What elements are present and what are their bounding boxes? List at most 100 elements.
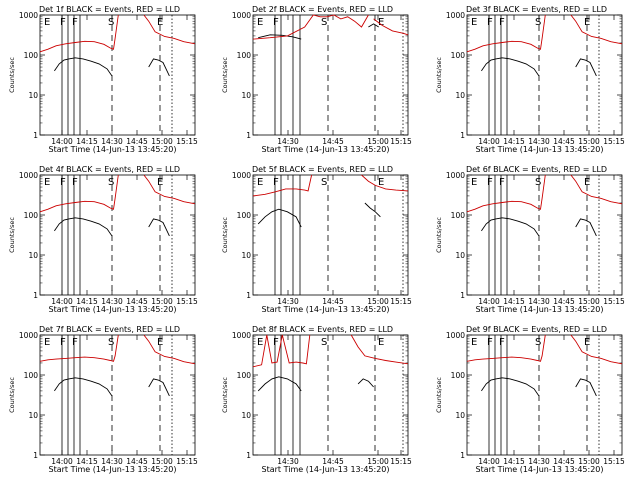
y-axis-label: Counts/sec bbox=[8, 57, 16, 93]
series-lld-line bbox=[39, 14, 119, 53]
interval-marker-s: S bbox=[321, 337, 327, 348]
series-lld-line bbox=[350, 334, 409, 365]
interval-marker-e: E bbox=[44, 337, 50, 348]
series-lld-line bbox=[252, 14, 369, 40]
series-events-line bbox=[148, 218, 170, 237]
panel-title: Det 1f BLACK = Events, RED = LLD bbox=[39, 5, 180, 14]
interval-marker-e: E bbox=[471, 337, 477, 348]
x-tick-label: 15:00 bbox=[367, 297, 389, 306]
panel-det-8: Det 8f BLACK = Events, RED = LLD 1 10 100 10… bbox=[221, 325, 412, 474]
series-lld-line bbox=[143, 14, 196, 45]
y-tick-label: 1 bbox=[33, 451, 38, 460]
interval-marker-s: S bbox=[535, 17, 541, 28]
panel-title: Det 4f BLACK = Events, RED = LLD bbox=[39, 165, 180, 174]
interval-marker-f: F bbox=[273, 177, 279, 188]
x-tick-label: 15:15 bbox=[390, 137, 412, 146]
y-axis-label: Counts/sec bbox=[435, 377, 443, 413]
plot-frame bbox=[39, 334, 196, 456]
plot-frame bbox=[39, 174, 196, 296]
interval-marker-f: F bbox=[499, 17, 505, 28]
panel-title: Det 8f BLACK = Events, RED = LLD bbox=[252, 325, 393, 334]
x-tick-label: 15:15 bbox=[603, 137, 625, 146]
x-tick-label: 14:30 bbox=[101, 137, 123, 146]
series-events-line bbox=[258, 34, 302, 40]
y-axis-label: Counts/sec bbox=[221, 217, 229, 253]
series-lld-line bbox=[252, 334, 311, 368]
series-lld-line bbox=[466, 174, 546, 213]
interval-marker-e: E bbox=[471, 17, 477, 28]
interval-marker-f: F bbox=[499, 337, 505, 348]
y-tick-label: 100 bbox=[237, 211, 252, 220]
y-tick-label: 1000 bbox=[446, 11, 465, 20]
series-lld-line bbox=[570, 334, 623, 365]
y-tick-label: 100 bbox=[237, 51, 252, 60]
x-tick-label: 14:30 bbox=[101, 457, 123, 466]
interval-marker-s: S bbox=[321, 17, 327, 28]
y-tick-label: 1000 bbox=[446, 171, 465, 180]
series-lld-line bbox=[143, 174, 196, 205]
series-events-line bbox=[357, 378, 374, 388]
y-tick-label: 1000 bbox=[446, 331, 465, 340]
y-tick-label: 10 bbox=[455, 251, 465, 260]
interval-marker-f: F bbox=[487, 17, 493, 28]
x-axis-label: Start Time (14-Jun-13 13:45:20) bbox=[262, 305, 390, 314]
y-tick-label: 1 bbox=[460, 291, 465, 300]
plot-frame bbox=[466, 14, 623, 136]
x-tick-label: 14:15 bbox=[76, 457, 98, 466]
y-tick-label: 100 bbox=[24, 371, 39, 380]
x-tick-label: 15:00 bbox=[367, 457, 389, 466]
interval-marker-f: F bbox=[487, 337, 493, 348]
series-lld-line bbox=[570, 14, 623, 45]
panel-title: Det 2f BLACK = Events, RED = LLD bbox=[252, 5, 393, 14]
panel-det-7: Det 7f BLACK = Events, RED = LLD 1 10 100 10… bbox=[8, 325, 198, 474]
interval-marker-e: E bbox=[257, 177, 263, 188]
x-tick-label: 14:45 bbox=[553, 137, 575, 146]
x-tick-label: 15:15 bbox=[390, 457, 412, 466]
panel-det-3: Det 3f BLACK = Events, RED = LLD 1 10 100 10… bbox=[435, 5, 625, 154]
panel-det-4: Det 4f BLACK = Events, RED = LLD 1 10 100 10… bbox=[8, 165, 198, 314]
y-tick-label: 10 bbox=[28, 411, 38, 420]
y-tick-label: 1 bbox=[246, 131, 251, 140]
x-tick-label: 14:15 bbox=[76, 297, 98, 306]
plot-frame bbox=[39, 14, 196, 136]
y-tick-label: 1000 bbox=[232, 331, 251, 340]
interval-marker-f: F bbox=[72, 177, 78, 188]
x-tick-label: 14:30 bbox=[277, 457, 299, 466]
series-events-line bbox=[148, 58, 170, 77]
plot-frame bbox=[252, 334, 409, 456]
x-tick-label: 14:00 bbox=[51, 297, 73, 306]
x-tick-label: 14:45 bbox=[126, 137, 148, 146]
x-tick-label: 14:30 bbox=[101, 297, 123, 306]
y-tick-label: 10 bbox=[241, 91, 251, 100]
x-tick-label: 15:15 bbox=[176, 297, 198, 306]
plot-frame bbox=[466, 174, 623, 296]
series-events-line bbox=[575, 218, 597, 237]
interval-marker-f: F bbox=[499, 177, 505, 188]
y-tick-label: 1000 bbox=[232, 171, 251, 180]
interval-marker-s: S bbox=[321, 177, 327, 188]
x-tick-label: 14:00 bbox=[51, 137, 73, 146]
x-tick-label: 14:45 bbox=[322, 457, 344, 466]
series-events-line bbox=[481, 377, 540, 397]
y-tick-label: 10 bbox=[455, 411, 465, 420]
x-tick-label: 14:15 bbox=[503, 297, 525, 306]
y-tick-label: 1 bbox=[246, 451, 251, 460]
series-events-line bbox=[257, 208, 302, 228]
plot-frame bbox=[252, 174, 409, 296]
y-tick-label: 1 bbox=[246, 291, 251, 300]
interval-marker-f: F bbox=[60, 17, 66, 28]
series-events-line bbox=[575, 378, 597, 397]
x-axis-label: Start Time (14-Jun-13 13:45:20) bbox=[49, 465, 177, 474]
panel-det-6: Det 6f BLACK = Events, RED = LLD 1 10 100 10… bbox=[435, 165, 625, 314]
x-tick-label: 15:15 bbox=[603, 457, 625, 466]
x-axis-label: Start Time (14-Jun-13 13:45:20) bbox=[476, 145, 604, 154]
series-events-line bbox=[368, 23, 379, 28]
x-tick-label: 15:15 bbox=[176, 137, 198, 146]
y-tick-label: 100 bbox=[24, 51, 39, 60]
panel-det-2: Det 2f BLACK = Events, RED = LLD 1 10 100 10… bbox=[221, 5, 412, 154]
y-tick-label: 1 bbox=[460, 131, 465, 140]
y-axis-label: Counts/sec bbox=[221, 377, 229, 413]
y-tick-label: 100 bbox=[451, 211, 466, 220]
x-tick-label: 14:30 bbox=[528, 137, 550, 146]
x-tick-label: 15:00 bbox=[367, 137, 389, 146]
